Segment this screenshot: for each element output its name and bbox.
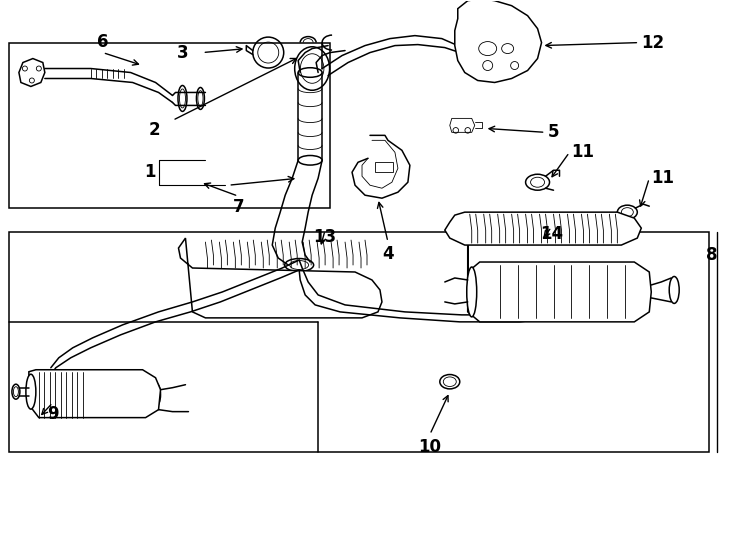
- Polygon shape: [29, 370, 161, 417]
- Ellipse shape: [298, 156, 322, 165]
- Text: 13: 13: [313, 228, 337, 246]
- Text: 1: 1: [144, 163, 156, 181]
- Ellipse shape: [669, 276, 679, 303]
- Text: 8: 8: [705, 246, 717, 264]
- Ellipse shape: [467, 267, 476, 317]
- Text: 11: 11: [651, 169, 675, 187]
- Text: 11: 11: [572, 143, 595, 161]
- Text: 5: 5: [548, 123, 559, 141]
- Text: 9: 9: [47, 404, 59, 423]
- Ellipse shape: [526, 174, 550, 190]
- Polygon shape: [445, 212, 642, 245]
- Ellipse shape: [26, 374, 36, 409]
- Polygon shape: [178, 238, 382, 318]
- Text: 6: 6: [97, 32, 109, 51]
- Polygon shape: [468, 235, 651, 322]
- Text: 2: 2: [149, 122, 161, 139]
- Text: 4: 4: [382, 245, 393, 263]
- Polygon shape: [455, 0, 542, 83]
- Bar: [9, 232, 709, 451]
- Text: 12: 12: [642, 33, 664, 52]
- Text: 7: 7: [233, 198, 244, 216]
- Bar: [9, 43, 330, 208]
- Text: 10: 10: [418, 437, 441, 456]
- Ellipse shape: [617, 205, 637, 219]
- Polygon shape: [19, 58, 45, 86]
- Bar: [375, 163, 393, 172]
- Bar: [495, 21, 509, 31]
- Bar: [478, 19, 492, 31]
- Polygon shape: [450, 118, 475, 132]
- Text: 14: 14: [540, 225, 563, 243]
- Text: 3: 3: [177, 44, 189, 62]
